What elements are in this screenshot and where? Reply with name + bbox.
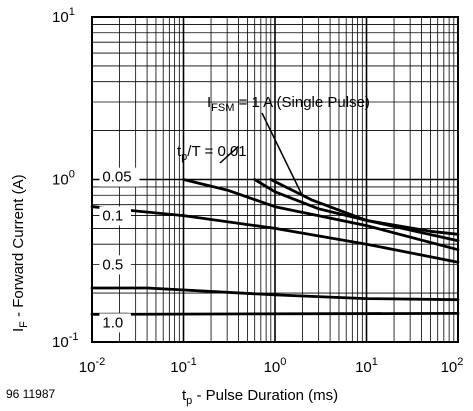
duty-annotation-rest: /T = 0.01 [187, 143, 246, 160]
curve-labels: 0.05 0.1 0.5 1.0 [99, 167, 140, 333]
y-tick-exponent: 0 [69, 169, 75, 181]
series-line-0-05 [182, 178, 460, 252]
x-tick-label: 101 [355, 356, 378, 376]
ifsm-annotation: IFSM = 1 A (Single Pulse) [207, 94, 370, 114]
x-tick-label: 10-2 [79, 356, 105, 376]
y-axis-title-rest: - Forward Current (A) [10, 174, 27, 321]
ifsm-annotation-rest: = 1 A (Single Pulse) [234, 94, 370, 111]
y-tick-label: 100 [52, 169, 75, 189]
curve-label-1-0: 1.0 [102, 314, 123, 331]
y-tick-exponent: -1 [69, 331, 79, 343]
x-tick-exponent: -2 [95, 356, 105, 368]
plot-frame [91, 16, 459, 343]
curve-label-0-5: 0.5 [102, 256, 123, 273]
x-axis-title-sub: p [186, 395, 192, 407]
curve-label-background [99, 313, 131, 333]
x-tick-exponent: 2 [457, 356, 463, 368]
x-tick-label: 102 [441, 356, 464, 376]
series-line-1-0 [90, 311, 460, 316]
series-layer [90, 178, 460, 316]
curve-label-0-1: 0.1 [102, 207, 123, 224]
x-tick-label: 10-1 [170, 356, 196, 376]
curve-label-background [99, 255, 131, 275]
x-tick-base: 10 [441, 359, 458, 376]
x-tick-labels: 10-2 10-1 100 101 102 [79, 356, 464, 376]
series-line-0-5 [90, 286, 460, 302]
annotation-leaders [219, 112, 304, 197]
y-axis-title-sub: F [18, 321, 30, 328]
duty-annotation-sub: p [181, 151, 187, 163]
series-line-0-1 [90, 205, 460, 264]
y-tick-label: 10-1 [52, 331, 78, 351]
duty-annotation: tp/T = 0.01 [177, 143, 247, 163]
curve-label-background [99, 167, 140, 187]
x-tick-base: 10 [355, 359, 372, 376]
x-tick-base: 10 [264, 359, 281, 376]
x-axis-title-main: t [182, 387, 187, 404]
y-tick-base: 10 [52, 9, 69, 26]
y-axis-title-main: I [10, 328, 27, 332]
y-tick-base: 10 [52, 172, 69, 189]
figure-number: 96 11987 [6, 387, 55, 401]
curve-label-0-05: 0.05 [102, 169, 131, 186]
x-tick-base: 10 [79, 359, 96, 376]
y-axis-title: IF - Forward Current (A) [10, 174, 30, 332]
curve-label-background [99, 206, 131, 226]
ifsm-leader-line [261, 112, 304, 197]
x-axis-title: tp - Pulse Duration (ms) [182, 387, 338, 407]
x-tick-exponent: 0 [280, 356, 286, 368]
x-tick-base: 10 [170, 359, 187, 376]
duty-annotation-main: t [177, 143, 182, 160]
series-line-0-01 [253, 178, 460, 243]
x-tick-label: 100 [264, 356, 287, 376]
x-axis-title-rest: - Pulse Duration (ms) [192, 387, 338, 404]
y-tick-base: 10 [52, 334, 69, 351]
duty-leader-line [219, 145, 240, 164]
ifsm-annotation-sub: FSM [211, 102, 234, 114]
y-tick-label: 101 [52, 6, 75, 26]
ifsm-annotation-main: I [207, 94, 211, 111]
x-tick-exponent: -1 [187, 356, 197, 368]
x-tick-exponent: 1 [372, 356, 378, 368]
y-tick-exponent: 1 [69, 6, 75, 18]
